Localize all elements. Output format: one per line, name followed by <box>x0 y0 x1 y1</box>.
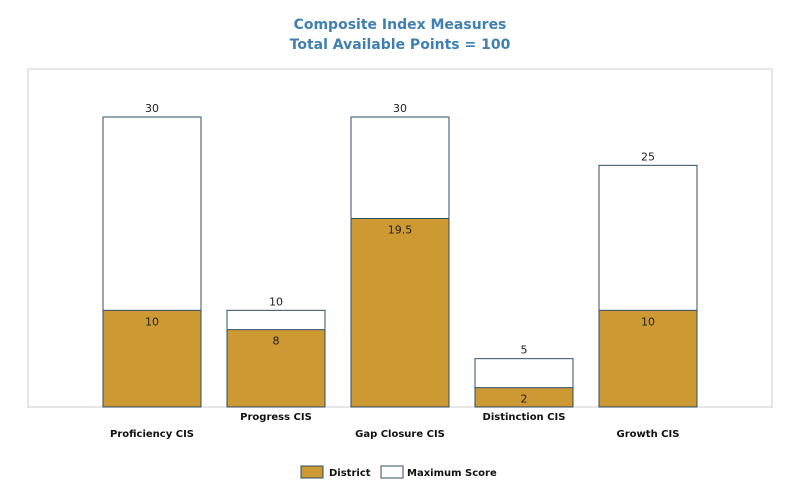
value-label-district-proficiency-cis: 10 <box>145 315 159 328</box>
category-label-progress-cis: Progress CIS <box>240 412 312 423</box>
value-label-maximum-score-proficiency-cis: 30 <box>145 102 159 115</box>
value-label-maximum-score-progress-cis: 10 <box>269 295 283 308</box>
value-label-district-gap-closure-cis: 19.5 <box>388 224 413 237</box>
legend-label-district: District <box>329 468 371 479</box>
category-label-distinction-cis: Distinction CIS <box>483 412 566 423</box>
chart-container: Composite Index Measures Total Available… <box>0 0 800 500</box>
value-label-district-distinction-cis: 2 <box>521 393 528 406</box>
value-label-maximum-score-growth-cis: 25 <box>641 150 655 163</box>
legend-label-maximum-score: Maximum Score <box>407 468 497 479</box>
category-label-gap-closure-cis: Gap Closure CIS <box>355 429 445 440</box>
legend-swatch-district <box>301 466 323 478</box>
chart-subtitle: Total Available Points = 100 <box>290 37 511 53</box>
category-label-proficiency-cis: Proficiency CIS <box>110 429 194 440</box>
legend: District Maximum Score <box>301 466 497 479</box>
legend-swatch-maximum-score <box>381 466 403 478</box>
category-label-growth-cis: Growth CIS <box>617 429 680 440</box>
chart-title: Composite Index Measures <box>294 17 507 33</box>
value-label-maximum-score-gap-closure-cis: 30 <box>393 102 407 115</box>
value-label-maximum-score-distinction-cis: 5 <box>521 344 528 357</box>
value-label-district-progress-cis: 8 <box>273 335 280 348</box>
bar-chart: Composite Index Measures Total Available… <box>0 0 800 500</box>
value-label-district-growth-cis: 10 <box>641 315 655 328</box>
bar-district-gap-closure-cis <box>351 219 449 408</box>
